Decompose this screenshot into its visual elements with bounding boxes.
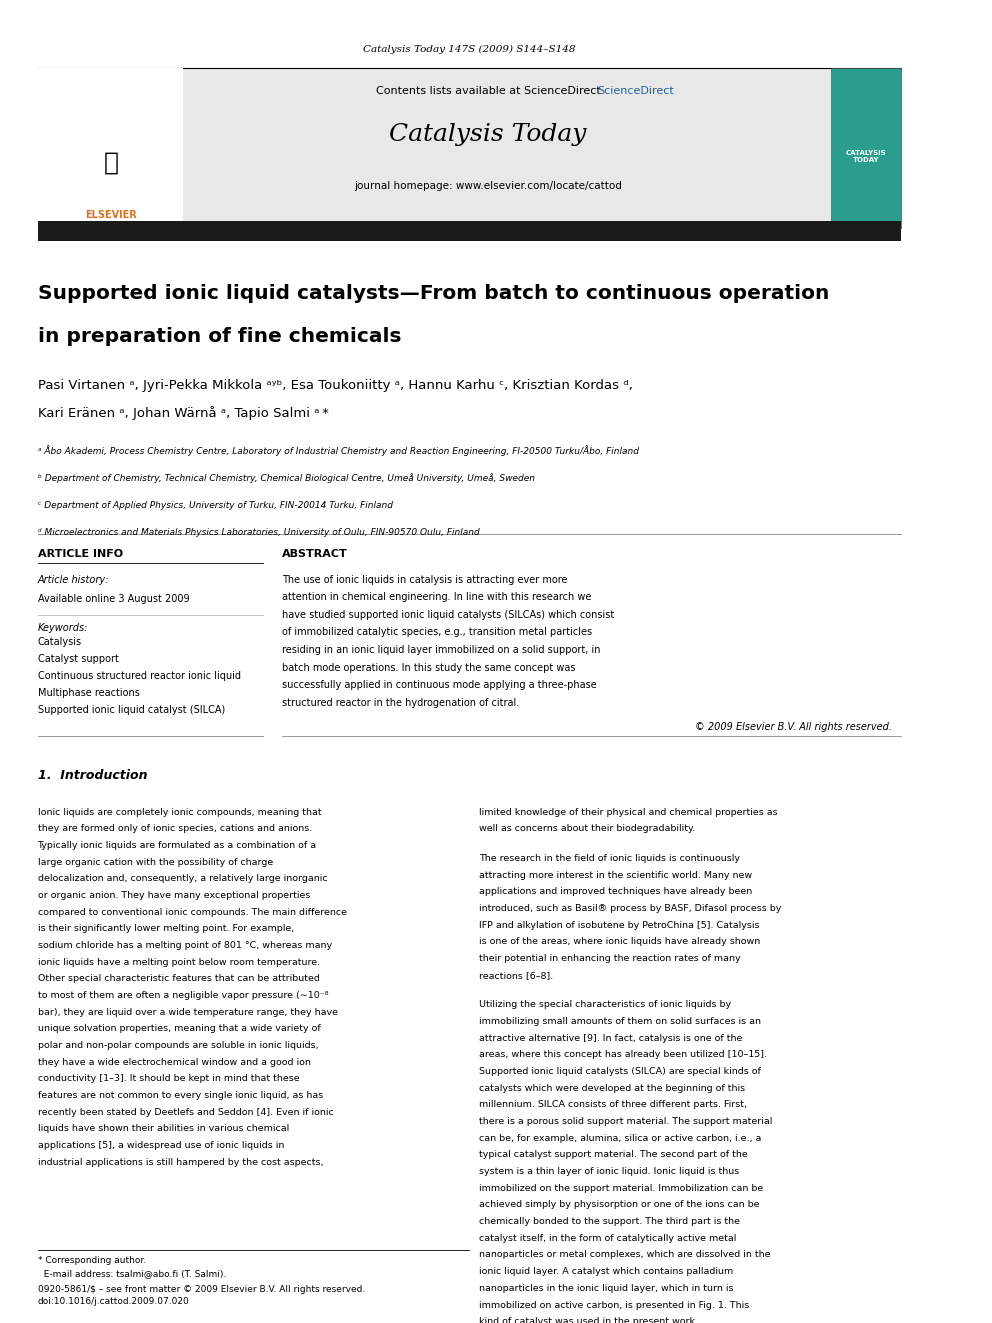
Text: Supported ionic liquid catalysts (SILCA) are special kinds of: Supported ionic liquid catalysts (SILCA)…: [479, 1068, 761, 1076]
Text: Typically ionic liquids are formulated as a combination of a: Typically ionic liquids are formulated a…: [38, 841, 316, 849]
Text: introduced, such as Basil® process by BASF, Difasol process by: introduced, such as Basil® process by BA…: [479, 904, 781, 913]
Text: achieved simply by physisorption or one of the ions can be: achieved simply by physisorption or one …: [479, 1200, 759, 1209]
Text: Multiphase reactions: Multiphase reactions: [38, 688, 140, 699]
Text: they are formed only of ionic species, cations and anions.: they are formed only of ionic species, c…: [38, 824, 311, 833]
Text: Supported ionic liquid catalysts—From batch to continuous operation: Supported ionic liquid catalysts—From ba…: [38, 283, 829, 303]
Text: industrial applications is still hampered by the cost aspects,: industrial applications is still hampere…: [38, 1158, 323, 1167]
Text: journal homepage: www.elsevier.com/locate/cattod: journal homepage: www.elsevier.com/locat…: [354, 181, 622, 192]
Text: ELSEVIER: ELSEVIER: [85, 210, 137, 220]
Text: ScienceDirect: ScienceDirect: [597, 86, 674, 97]
Text: conductivity [1–3]. It should be kept in mind that these: conductivity [1–3]. It should be kept in…: [38, 1074, 300, 1084]
Text: Catalysis: Catalysis: [38, 638, 81, 647]
Bar: [38, 67, 830, 228]
Text: recently been stated by Deetlefs and Seddon [4]. Even if ionic: recently been stated by Deetlefs and Sed…: [38, 1107, 333, 1117]
Text: ᵈ Microelectronics and Materials Physics Laboratories, University of Oulu, FIN-9: ᵈ Microelectronics and Materials Physics…: [38, 528, 479, 537]
Text: limited knowledge of their physical and chemical properties as: limited knowledge of their physical and …: [479, 807, 778, 816]
Text: Keywords:: Keywords:: [38, 623, 88, 632]
Text: unique solvation properties, meaning that a wide variety of: unique solvation properties, meaning tha…: [38, 1024, 320, 1033]
Text: they have a wide electrochemical window and a good ion: they have a wide electrochemical window …: [38, 1057, 310, 1066]
Text: E-mail address: tsalmi@abo.fi (T. Salmi).: E-mail address: tsalmi@abo.fi (T. Salmi)…: [38, 1270, 226, 1278]
Text: or organic anion. They have many exceptional properties: or organic anion. They have many excepti…: [38, 890, 310, 900]
Text: is their significantly lower melting point. For example,: is their significantly lower melting poi…: [38, 925, 294, 933]
Text: applications [5], a widespread use of ionic liquids in: applications [5], a widespread use of io…: [38, 1140, 284, 1150]
Text: successfully applied in continuous mode applying a three-phase: successfully applied in continuous mode …: [282, 680, 596, 691]
Text: * Corresponding author.: * Corresponding author.: [38, 1257, 146, 1265]
Text: Catalysis Today: Catalysis Today: [390, 123, 587, 146]
Text: Ionic liquids are completely ionic compounds, meaning that: Ionic liquids are completely ionic compo…: [38, 807, 321, 816]
Text: Supported ionic liquid catalyst (SILCA): Supported ionic liquid catalyst (SILCA): [38, 705, 225, 714]
Text: The use of ionic liquids in catalysis is attracting ever more: The use of ionic liquids in catalysis is…: [282, 574, 567, 585]
Text: bar), they are liquid over a wide temperature range, they have: bar), they are liquid over a wide temper…: [38, 1008, 337, 1016]
Text: areas, where this concept has already been utilized [10–15].: areas, where this concept has already be…: [479, 1050, 767, 1060]
Text: Other special characteristic features that can be attributed: Other special characteristic features th…: [38, 974, 319, 983]
Text: nanoparticles or metal complexes, which are dissolved in the: nanoparticles or metal complexes, which …: [479, 1250, 770, 1259]
Text: delocalization and, consequently, a relatively large inorganic: delocalization and, consequently, a rela…: [38, 875, 327, 884]
Text: can be, for example, alumina, silica or active carbon, i.e., a: can be, for example, alumina, silica or …: [479, 1134, 761, 1143]
Bar: [38, 67, 184, 228]
Text: Kari Eränen ᵃ, Johan Wärnå ᵃ, Tapio Salmi ᵃ *: Kari Eränen ᵃ, Johan Wärnå ᵃ, Tapio Salm…: [38, 406, 328, 419]
Text: compared to conventional ionic compounds. The main difference: compared to conventional ionic compounds…: [38, 908, 346, 917]
Text: sodium chloride has a melting point of 801 °C, whereas many: sodium chloride has a melting point of 8…: [38, 941, 331, 950]
Text: well as concerns about their biodegradability.: well as concerns about their biodegradab…: [479, 824, 695, 833]
Text: catalysts which were developed at the beginning of this: catalysts which were developed at the be…: [479, 1084, 745, 1093]
Text: ABSTRACT: ABSTRACT: [282, 549, 347, 558]
Text: typical catalyst support material. The second part of the: typical catalyst support material. The s…: [479, 1151, 748, 1159]
Text: doi:10.1016/j.cattod.2009.07.020: doi:10.1016/j.cattod.2009.07.020: [38, 1297, 189, 1306]
Text: Available online 3 August 2009: Available online 3 August 2009: [38, 594, 189, 605]
Text: immobilizing small amounts of them on solid surfaces is an: immobilizing small amounts of them on so…: [479, 1017, 761, 1027]
Text: reactions [6–8].: reactions [6–8].: [479, 971, 553, 980]
Text: residing in an ionic liquid layer immobilized on a solid support, in: residing in an ionic liquid layer immobi…: [282, 646, 600, 655]
Text: ᵇ Department of Chemistry, Technical Chemistry, Chemical Biological Centre, Umeå: ᵇ Department of Chemistry, Technical Che…: [38, 474, 535, 483]
Text: liquids have shown their abilities in various chemical: liquids have shown their abilities in va…: [38, 1125, 289, 1134]
Text: ᵃ Åbo Akademi, Process Chemistry Centre, Laboratory of Industrial Chemistry and : ᵃ Åbo Akademi, Process Chemistry Centre,…: [38, 446, 639, 456]
Text: ionic liquids have a melting point below room temperature.: ionic liquids have a melting point below…: [38, 958, 319, 967]
Text: immobilized on the support material. Immobilization can be: immobilized on the support material. Imm…: [479, 1184, 763, 1193]
Text: Continuous structured reactor ionic liquid: Continuous structured reactor ionic liqu…: [38, 671, 240, 681]
Text: Catalysis Today 147S (2009) S144–S148: Catalysis Today 147S (2009) S144–S148: [363, 45, 575, 54]
Text: Utilizing the special characteristics of ionic liquids by: Utilizing the special characteristics of…: [479, 1000, 731, 1009]
Text: attracting more interest in the scientific world. Many new: attracting more interest in the scientif…: [479, 871, 752, 880]
Text: Contents lists available at ScienceDirect: Contents lists available at ScienceDirec…: [376, 86, 600, 97]
Text: ARTICLE INFO: ARTICLE INFO: [38, 549, 123, 558]
Text: batch mode operations. In this study the same concept was: batch mode operations. In this study the…: [282, 663, 575, 672]
Text: The research in the field of ionic liquids is continuously: The research in the field of ionic liqui…: [479, 853, 740, 863]
Text: IFP and alkylation of isobutene by PetroChina [5]. Catalysis: IFP and alkylation of isobutene by Petro…: [479, 921, 759, 930]
Text: attention in chemical engineering. In line with this research we: attention in chemical engineering. In li…: [282, 593, 591, 602]
Text: ᶜ Department of Applied Physics, University of Turku, FIN-20014 Turku, Finland: ᶜ Department of Applied Physics, Univers…: [38, 501, 393, 509]
Text: immobilized on active carbon, is presented in Fig. 1. This: immobilized on active carbon, is present…: [479, 1301, 749, 1310]
Text: 🌳: 🌳: [103, 151, 118, 175]
Text: millennium. SILCA consists of three different parts. First,: millennium. SILCA consists of three diff…: [479, 1101, 747, 1110]
Text: structured reactor in the hydrogenation of citral.: structured reactor in the hydrogenation …: [282, 697, 519, 708]
Text: kind of catalyst was used in the present work.: kind of catalyst was used in the present…: [479, 1318, 697, 1323]
Text: polar and non-polar compounds are soluble in ionic liquids,: polar and non-polar compounds are solubl…: [38, 1041, 318, 1050]
Text: Pasi Virtanen ᵃ, Jyri-Pekka Mikkola ᵃʸᵇ, Esa Toukoniitty ᵃ, Hannu Karhu ᶜ, Krisz: Pasi Virtanen ᵃ, Jyri-Pekka Mikkola ᵃʸᵇ,…: [38, 380, 633, 392]
Text: of immobilized catalytic species, e.g., transition metal particles: of immobilized catalytic species, e.g., …: [282, 627, 591, 638]
Text: attractive alternative [9]. In fact, catalysis is one of the: attractive alternative [9]. In fact, cat…: [479, 1033, 742, 1043]
Bar: [830, 67, 901, 228]
Text: features are not common to every single ionic liquid, as has: features are not common to every single …: [38, 1091, 322, 1099]
Text: Article history:: Article history:: [38, 574, 109, 585]
Text: 1.  Introduction: 1. Introduction: [38, 769, 147, 782]
Text: 0920-5861/$ – see front matter © 2009 Elsevier B.V. All rights reserved.: 0920-5861/$ – see front matter © 2009 El…: [38, 1285, 365, 1294]
Text: system is a thin layer of ionic liquid. Ionic liquid is thus: system is a thin layer of ionic liquid. …: [479, 1167, 739, 1176]
Text: applications and improved techniques have already been: applications and improved techniques hav…: [479, 888, 752, 896]
Text: large organic cation with the possibility of charge: large organic cation with the possibilit…: [38, 857, 273, 867]
Text: have studied supported ionic liquid catalysts (SILCAs) which consist: have studied supported ionic liquid cata…: [282, 610, 614, 619]
Bar: [38, 221, 901, 241]
Text: is one of the areas, where ionic liquids have already shown: is one of the areas, where ionic liquids…: [479, 937, 760, 946]
Text: chemically bonded to the support. The third part is the: chemically bonded to the support. The th…: [479, 1217, 740, 1226]
Text: ionic liquid layer. A catalyst which contains palladium: ionic liquid layer. A catalyst which con…: [479, 1267, 733, 1277]
Text: there is a porous solid support material. The support material: there is a porous solid support material…: [479, 1117, 772, 1126]
Text: Catalyst support: Catalyst support: [38, 654, 118, 664]
Text: their potential in enhancing the reaction rates of many: their potential in enhancing the reactio…: [479, 954, 740, 963]
Text: to most of them are often a negligible vapor pressure (∼10⁻⁸: to most of them are often a negligible v…: [38, 991, 328, 1000]
Text: in preparation of fine chemicals: in preparation of fine chemicals: [38, 327, 401, 345]
Text: CATALYSIS
TODAY: CATALYSIS TODAY: [845, 149, 886, 163]
Text: nanoparticles in the ionic liquid layer, which in turn is: nanoparticles in the ionic liquid layer,…: [479, 1283, 733, 1293]
Text: © 2009 Elsevier B.V. All rights reserved.: © 2009 Elsevier B.V. All rights reserved…: [694, 722, 892, 732]
Text: catalyst itself, in the form of catalytically active metal: catalyst itself, in the form of catalyti…: [479, 1234, 736, 1242]
